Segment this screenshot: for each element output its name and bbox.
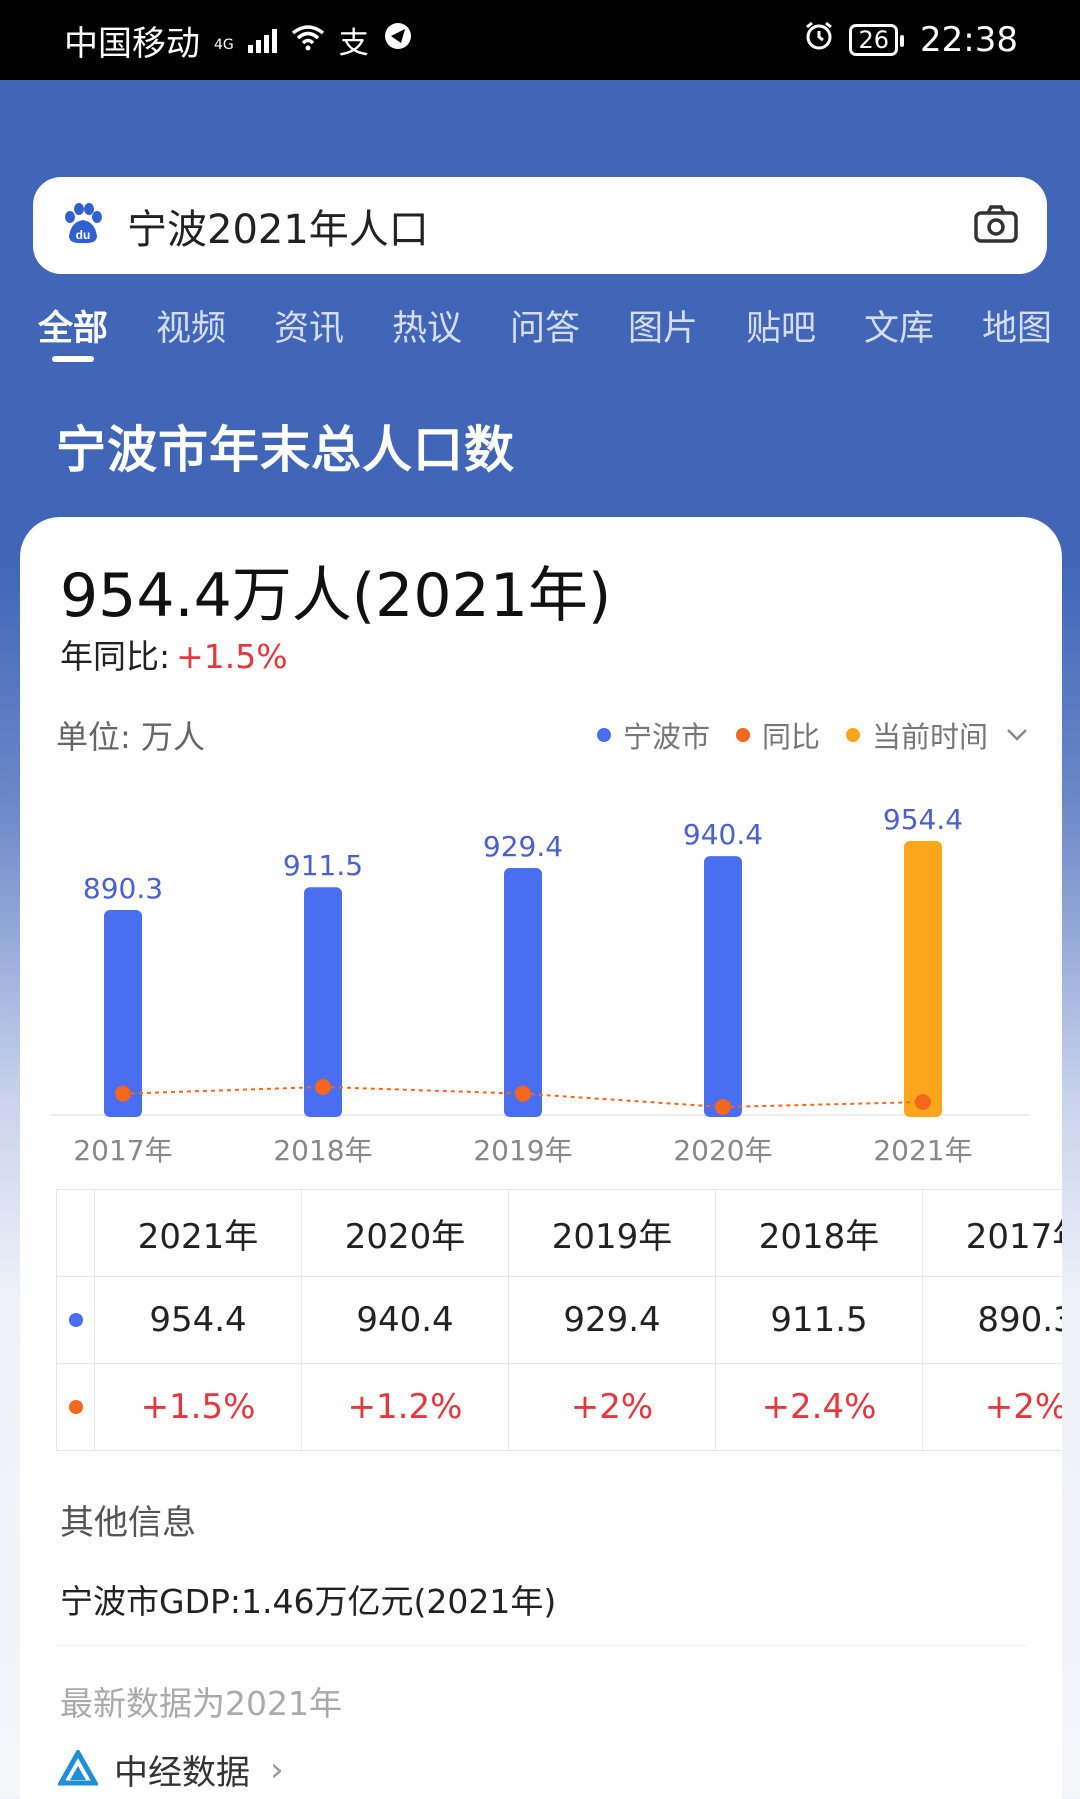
- headline-value: 954.4万人(2021年): [60, 561, 612, 631]
- signal-icon: [247, 27, 277, 53]
- app-icon: [383, 20, 413, 60]
- legend-item-current-time[interactable]: 当前时间: [845, 714, 1028, 756]
- gdp-info: 宁波市GDP:1.46万亿元(2021年): [60, 1582, 557, 1621]
- table-header: 2017年: [923, 1190, 1062, 1276]
- chart-yoy-point: [115, 1085, 131, 1102]
- chart-value-label: 890.3: [83, 872, 163, 905]
- table-header-row: 2021年 2020年 2019年 2018年 2017年: [57, 1190, 1062, 1277]
- status-bar: 中国移动 4G 支 26 22:38: [0, 0, 1080, 80]
- network-label: 4G: [214, 36, 234, 53]
- search-input[interactable]: 宁波2021年人口: [127, 206, 429, 253]
- table-cell: +2.4%: [716, 1364, 923, 1450]
- tab-video[interactable]: 视频: [156, 309, 227, 349]
- tab-discussion[interactable]: 热议: [392, 309, 463, 349]
- battery-icon: 26: [849, 24, 904, 56]
- source-logo-icon: [58, 1749, 98, 1785]
- active-tab-indicator: [52, 356, 94, 362]
- table-cell: 929.4: [509, 1277, 716, 1363]
- page-title: 宁波市年末总人口数: [56, 421, 515, 479]
- search-tabs: 全部 视频 资讯 热议 问答 图片 贴吧 文库 地图: [0, 292, 1080, 362]
- chart-bar: [704, 856, 742, 1117]
- legend-item-city: 宁波市: [596, 714, 710, 756]
- chart-x-tick-label: 2019年: [473, 1134, 572, 1167]
- data-table: 2021年 2020年 2019年 2018年 2017年 954.4 940.…: [56, 1189, 1062, 1451]
- chart-yoy-point: [515, 1085, 531, 1102]
- population-chart: 890.3 2017年 911.5 2018年 929.4 2019年 940.4 2020年…: [50, 803, 1030, 1167]
- chart-value-label: 911.5: [283, 849, 363, 882]
- chart-yoy-point: [915, 1094, 931, 1110]
- yoy-label: 年同比:: [60, 637, 171, 676]
- result-card: 954.4万人(2021年) 年同比: +1.5% 单位: 万人 宁波市 同比 当…: [20, 517, 1062, 1799]
- svg-text:du: du: [76, 228, 91, 242]
- chart-yoy-point: [315, 1079, 331, 1095]
- tab-all[interactable]: 全部: [38, 309, 109, 349]
- table-header: 2018年: [716, 1190, 923, 1276]
- chevron-right-icon: ›: [270, 1749, 284, 1790]
- tab-news[interactable]: 资讯: [274, 309, 345, 349]
- source-label: 中经数据: [114, 1753, 250, 1793]
- chevron-down-icon: [1007, 729, 1027, 741]
- alarm-icon: [803, 20, 835, 61]
- table-cell: 954.4: [95, 1277, 302, 1363]
- chart-bar: [104, 910, 142, 1117]
- table-header: 2020年: [302, 1190, 509, 1276]
- carrier-label: 中国移动: [64, 23, 200, 64]
- tab-images[interactable]: 图片: [628, 309, 699, 349]
- other-info-title: 其他信息: [60, 1503, 196, 1543]
- table-cell: +2%: [509, 1364, 716, 1450]
- chart-bar: [504, 867, 542, 1117]
- table-cell: 890.3: [923, 1277, 1062, 1363]
- search-bar[interactable]: du 宁波2021年人口: [33, 177, 1047, 274]
- latest-data-note: 最新数据为2021年: [60, 1684, 342, 1723]
- camera-icon[interactable]: [973, 204, 1019, 248]
- divider: [56, 1645, 1026, 1646]
- unit-label: 单位: 万人: [56, 718, 205, 756]
- series-dot-city: [68, 1313, 83, 1327]
- chart-x-tick-label: 2018年: [273, 1134, 372, 1167]
- table-cell: 911.5: [716, 1277, 923, 1363]
- table-cell: +1.5%: [95, 1364, 302, 1450]
- chart-bar: [904, 841, 942, 1117]
- chart-value-label: 954.4: [883, 803, 963, 836]
- table-cell: 940.4: [302, 1277, 509, 1363]
- table-row: +1.5% +1.2% +2% +2.4% +2%: [57, 1364, 1062, 1451]
- tab-qa[interactable]: 问答: [510, 309, 581, 349]
- table-cell: +2%: [923, 1364, 1062, 1450]
- alipay-icon: 支: [338, 26, 369, 61]
- chart-yoy-point: [715, 1099, 731, 1115]
- chart-bar: [304, 887, 342, 1117]
- table-header: 2019年: [509, 1190, 716, 1276]
- table-header: 2021年: [95, 1190, 302, 1276]
- tab-wenku[interactable]: 文库: [864, 309, 935, 349]
- wifi-icon: [291, 20, 325, 60]
- chart-x-tick-label: 2021年: [873, 1134, 972, 1167]
- chart-value-label: 940.4: [683, 818, 763, 851]
- table-cell: +1.2%: [302, 1364, 509, 1450]
- tab-map[interactable]: 地图: [982, 309, 1053, 349]
- legend-item-yoy: 同比: [735, 714, 820, 756]
- table-row: 954.4 940.4 929.4 911.5 890.3: [57, 1277, 1062, 1364]
- clock: 22:38: [920, 20, 1018, 60]
- chart-x-tick-label: 2017年: [73, 1134, 172, 1167]
- chart-x-tick-label: 2020年: [673, 1134, 772, 1167]
- series-dot-yoy: [68, 1400, 83, 1414]
- yoy-value: +1.5%: [176, 637, 288, 676]
- baidu-logo-icon: du: [61, 202, 105, 250]
- chart-value-label: 929.4: [483, 830, 563, 863]
- yoy-line: 年同比: +1.5%: [60, 630, 288, 678]
- tab-tieba[interactable]: 贴吧: [746, 309, 817, 349]
- chart-legend: 宁波市 同比 当前时间: [596, 714, 1028, 756]
- source-link[interactable]: 中经数据 ›: [58, 1745, 284, 1794]
